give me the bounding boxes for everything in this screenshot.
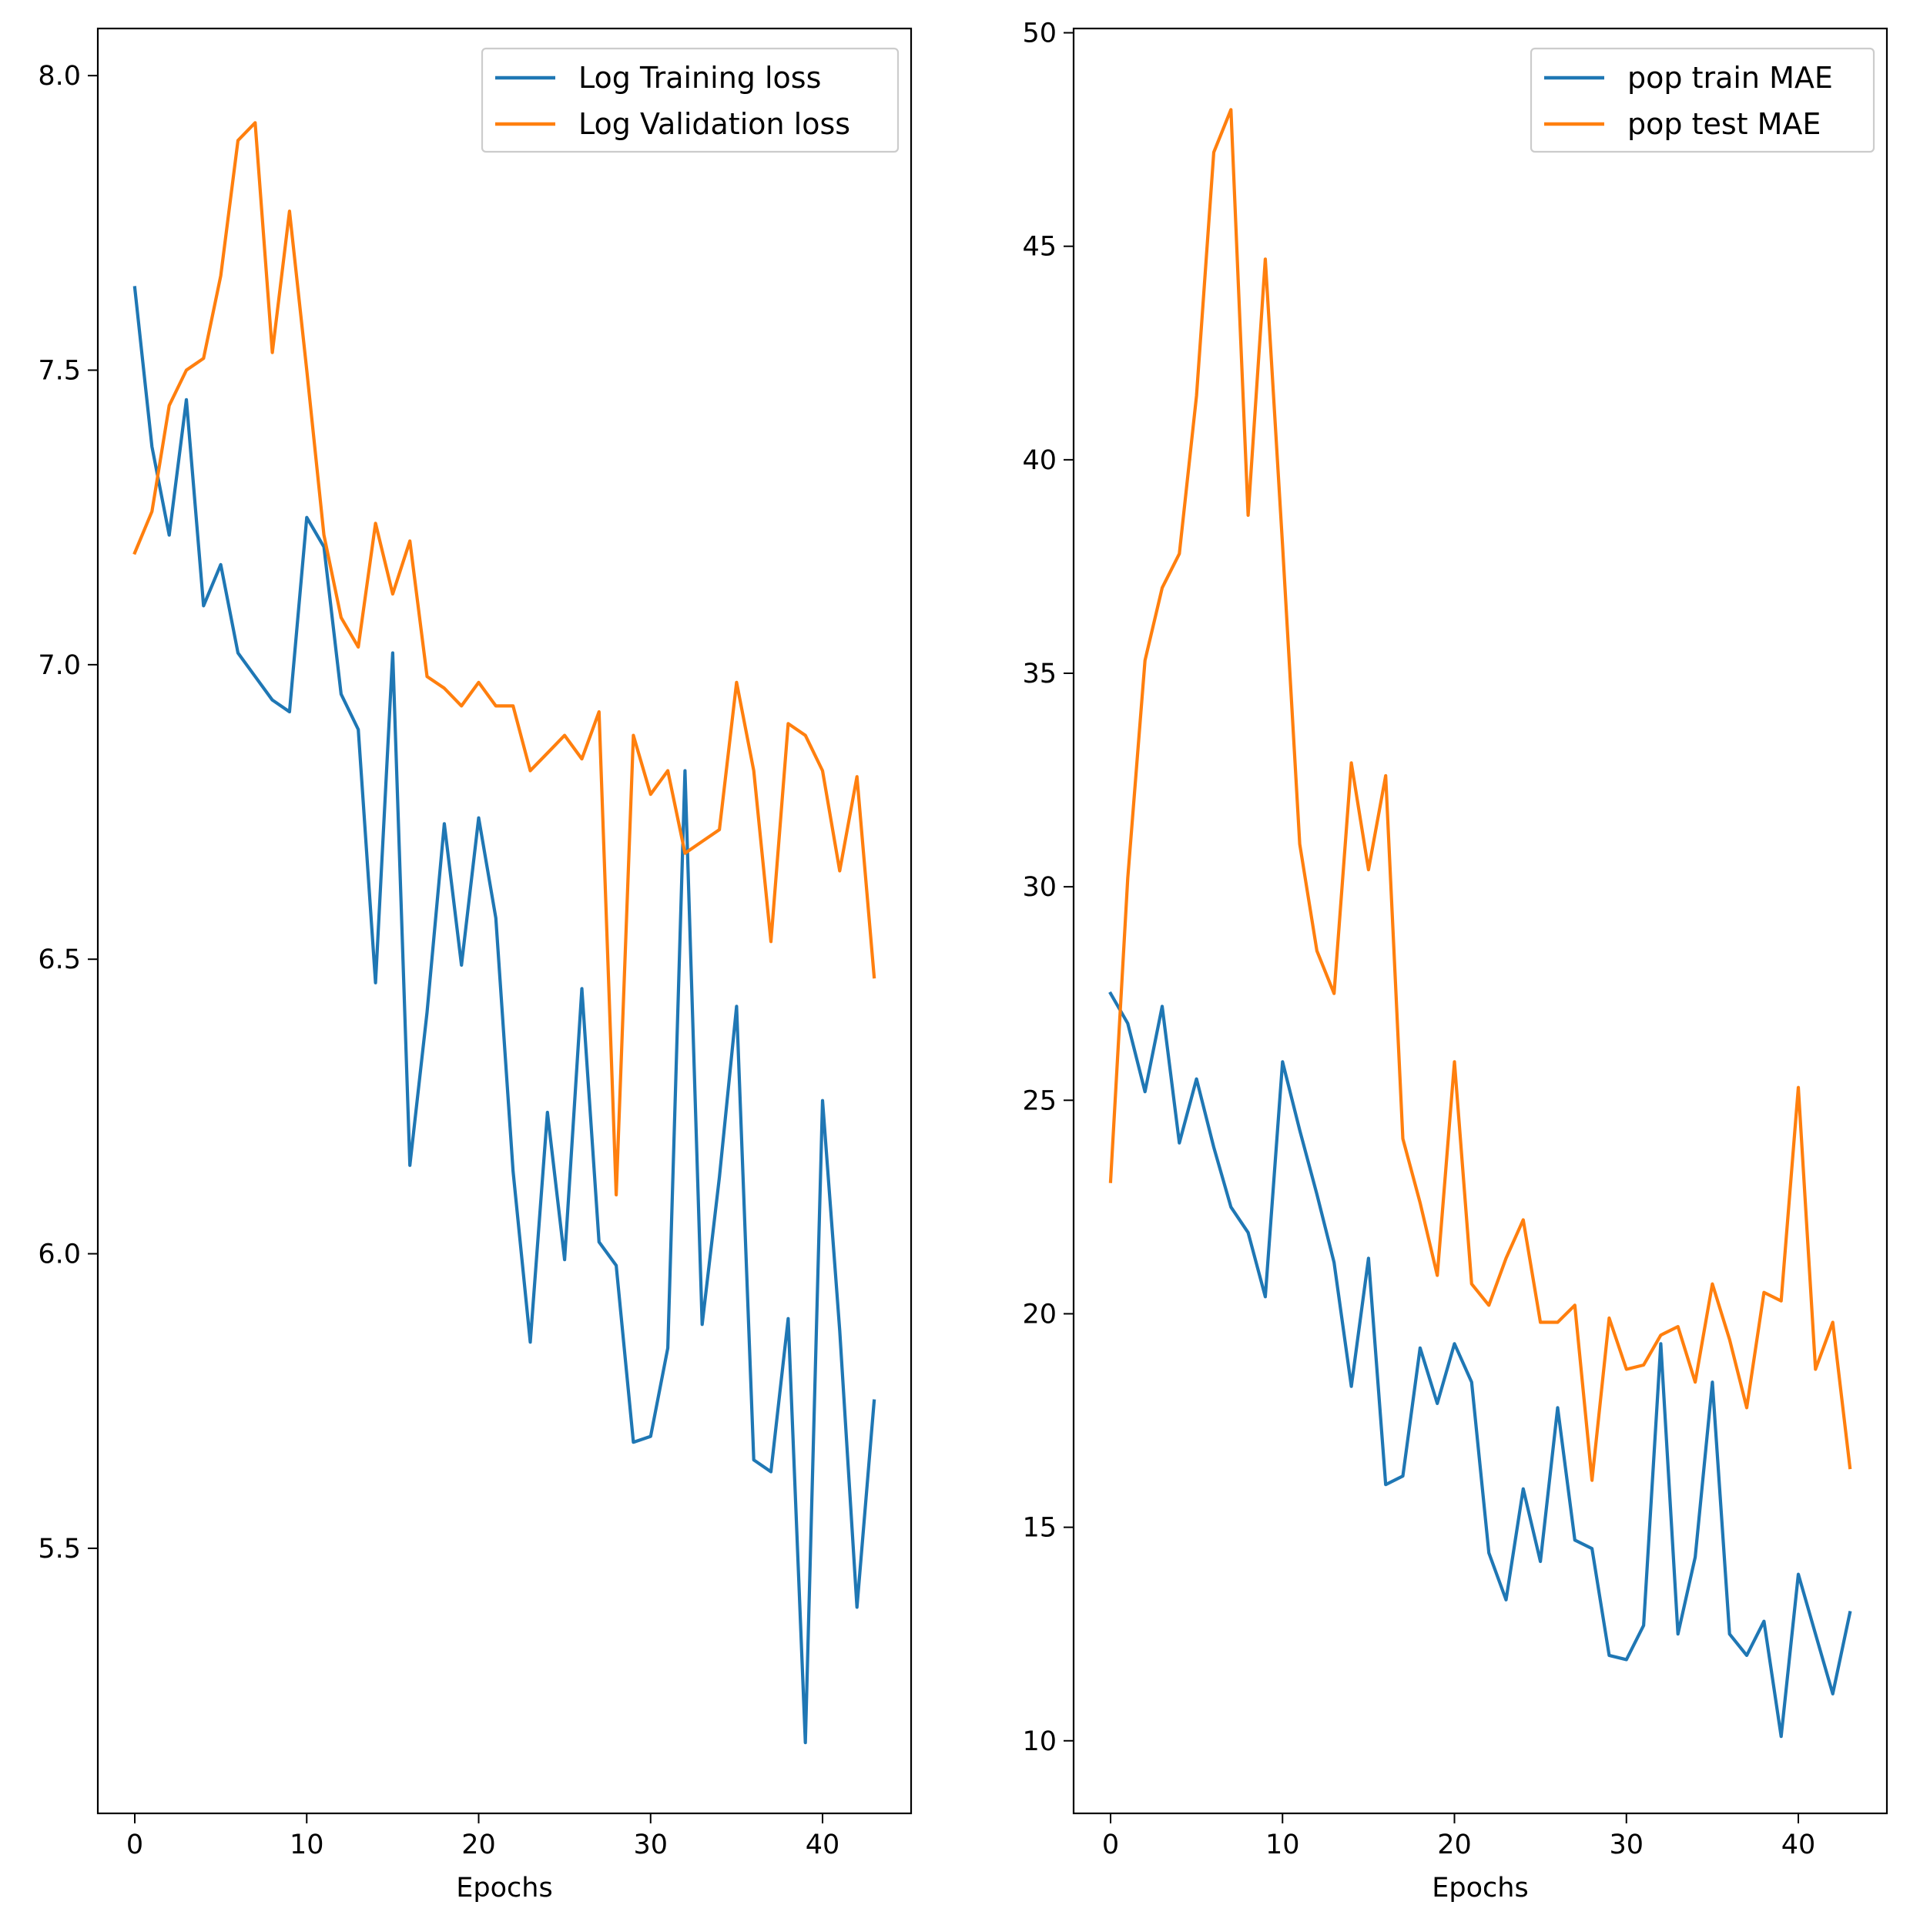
y-tick-label: 25	[1022, 1085, 1057, 1116]
y-tick-label: 8.0	[38, 61, 81, 92]
x-tick-label: 10	[290, 1830, 324, 1860]
y-tick-label: 7.0	[38, 650, 81, 681]
x-tick-label: 30	[633, 1830, 668, 1860]
x-axis-label: Epochs	[1432, 1873, 1528, 1903]
series-line-1	[1108, 991, 1852, 1739]
x-axis-label: Epochs	[456, 1873, 552, 1903]
legend-frame	[481, 47, 900, 153]
x-tick-label: 0	[126, 1830, 143, 1860]
axes-frame	[1072, 27, 1888, 1815]
y-tick-label: 35	[1022, 659, 1057, 689]
x-tick-label: 0	[1102, 1830, 1119, 1860]
series-line-2	[1108, 108, 1852, 1482]
y-tick-label: 45	[1022, 232, 1057, 263]
y-tick-label: 15	[1022, 1513, 1057, 1544]
chart-panel-2: 0 10 20 30 40 10 15 20 25 30 35 40 45 50 Epochs pop tra…	[1022, 18, 1888, 1903]
y-tick-label: 30	[1022, 872, 1057, 903]
legend-label-2: pop test MAE	[1627, 107, 1821, 141]
legend: Log Training loss Log Validation loss	[481, 47, 900, 153]
y-tick-label: 6.0	[38, 1239, 81, 1270]
x-tick-label: 20	[1437, 1830, 1472, 1860]
y-tick-label: 7.5	[38, 356, 81, 387]
chart-panel-1: 0 10 20 30 40 5.5 6.0 6.5 7.0 7.5 8.0 Epochs Log Tra…	[38, 27, 913, 1903]
series-line-2	[132, 121, 876, 1197]
legend: pop train MAE pop test MAE	[1530, 47, 1875, 153]
y-tick-label: 10	[1022, 1726, 1057, 1757]
y-tick-label: 5.5	[38, 1534, 81, 1565]
axes-frame	[96, 27, 913, 1815]
y-tick-label: 6.5	[38, 944, 81, 975]
y-tick-label: 20	[1022, 1299, 1057, 1330]
legend-label-1: pop train MAE	[1627, 61, 1833, 95]
x-tick-label: 20	[461, 1830, 496, 1860]
legend-frame	[1530, 47, 1875, 153]
x-tick-label: 30	[1609, 1830, 1644, 1860]
x-tick-label: 10	[1265, 1830, 1300, 1860]
y-tick-label: 50	[1022, 18, 1057, 49]
x-tick-label: 40	[806, 1830, 840, 1860]
y-tick-label: 40	[1022, 445, 1057, 476]
x-tick-label: 40	[1781, 1830, 1816, 1860]
series-line-1	[132, 286, 876, 1745]
legend-label-2: Log Validation loss	[578, 107, 850, 141]
legend-label-1: Log Training loss	[578, 61, 821, 95]
